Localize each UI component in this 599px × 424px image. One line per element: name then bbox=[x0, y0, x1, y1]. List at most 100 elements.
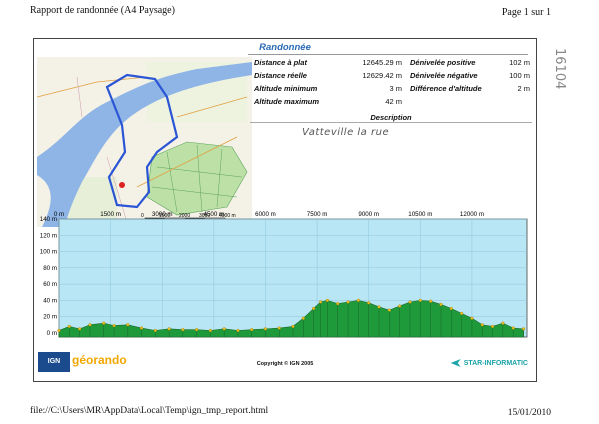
map-scale-2000: 2000 bbox=[179, 213, 190, 219]
stat-value: 42 m bbox=[385, 97, 402, 106]
elevation-point bbox=[78, 327, 82, 331]
report-frame: Randonnée 0 1000 2000 3000 bbox=[33, 38, 537, 382]
elevation-point bbox=[67, 324, 71, 328]
title-divider bbox=[248, 54, 528, 55]
star-informatic-icon bbox=[450, 359, 461, 367]
elevation-point bbox=[522, 327, 526, 331]
stats-row: Altitude minimum 3 m Différence d'altitu… bbox=[250, 84, 532, 94]
elevation-point bbox=[167, 327, 171, 331]
elevation-point bbox=[377, 305, 381, 309]
description-text: Vatteville la rue bbox=[302, 127, 390, 138]
y-tick-label: 0 m bbox=[47, 330, 57, 337]
elevation-point bbox=[195, 328, 199, 332]
stat-label: Distance à plat bbox=[254, 58, 307, 67]
y-tick-label: 40 m bbox=[43, 297, 57, 304]
elevation-profile-chart: 0 m 1500 m 3000 m 4500 m 6000 m 7500 m 9000 m 1… bbox=[40, 211, 528, 338]
elevation-point bbox=[236, 328, 240, 333]
elevation-point bbox=[312, 306, 316, 311]
elevation-point bbox=[511, 326, 515, 330]
stats-row: Distance réelle 12629.42 m Dénivelée nég… bbox=[250, 71, 532, 81]
route-map-svg: 0 1000 2000 3000 4000 m bbox=[37, 57, 252, 227]
y-tick-label: 100 m bbox=[40, 249, 57, 256]
map-scale-1000: 1000 bbox=[159, 213, 170, 219]
elevation-point bbox=[346, 300, 350, 304]
copyright-text: Copyright © IGN 2005 bbox=[256, 361, 314, 367]
elevation-point bbox=[491, 324, 495, 328]
elevation-point bbox=[102, 321, 106, 325]
stat-label: Distance réelle bbox=[254, 71, 307, 80]
x-tick-label: 10500 m bbox=[408, 211, 432, 218]
elevation-point bbox=[57, 328, 61, 333]
stat-value: 2 m bbox=[517, 84, 530, 93]
elevation-point bbox=[429, 299, 433, 303]
elevation-point bbox=[126, 323, 130, 327]
description-title: Description bbox=[370, 113, 412, 122]
y-tick-label: 140 m bbox=[40, 216, 57, 223]
stats-row: Altitude maximum 42 m bbox=[250, 97, 532, 107]
y-tick-label: 60 m bbox=[43, 281, 57, 288]
print-footer-date: 15/01/2010 bbox=[507, 408, 551, 418]
elevation-point bbox=[318, 300, 323, 304]
elevation-point bbox=[277, 326, 281, 330]
star-informatic-label: STAR-INFORMATIC bbox=[463, 359, 528, 367]
elevation-point bbox=[208, 328, 212, 333]
handwritten-side-note: 16104 bbox=[552, 48, 567, 90]
x-tick-label: 1500 m bbox=[100, 211, 121, 218]
x-tick-label: 7500 m bbox=[307, 211, 328, 218]
star-informatic-logo: STAR-INFORMATIC bbox=[450, 359, 528, 367]
stat-label: Différence d'altitude bbox=[410, 84, 482, 93]
elevation-point bbox=[112, 324, 116, 328]
ign-logo: IGN bbox=[38, 352, 70, 372]
map-scale-3000: 3000 bbox=[199, 213, 210, 219]
description-divider bbox=[250, 122, 532, 123]
elevation-point bbox=[153, 328, 157, 333]
y-tick-label: 120 m bbox=[40, 232, 57, 239]
elevation-point bbox=[336, 302, 340, 306]
y-tick-label: 20 m bbox=[43, 314, 57, 321]
elevation-point bbox=[367, 301, 371, 305]
elevation-point bbox=[88, 323, 92, 327]
y-tick-label: 80 m bbox=[43, 265, 57, 272]
stat-value: 3 m bbox=[389, 84, 402, 93]
stat-value: 102 m bbox=[509, 58, 530, 67]
print-header-page: Page 1 sur 1 bbox=[501, 7, 551, 18]
stat-label: Altitude minimum bbox=[254, 84, 318, 93]
stat-value: 12629.42 m bbox=[362, 71, 402, 80]
elevation-point bbox=[439, 302, 443, 306]
elevation-point bbox=[398, 304, 402, 308]
elevation-point bbox=[291, 324, 295, 328]
elevation-point bbox=[140, 326, 144, 330]
elevation-point bbox=[301, 316, 305, 320]
x-tick-label: 12000 m bbox=[460, 211, 484, 218]
elevation-point bbox=[480, 323, 484, 327]
elevation-point bbox=[263, 327, 268, 331]
stat-value: 12645.29 m bbox=[362, 58, 402, 67]
x-tick-label: 3000 m bbox=[152, 211, 173, 218]
x-tick-label: 6000 m bbox=[255, 211, 276, 218]
map-scale-4000: 4000 m bbox=[219, 213, 236, 219]
elevation-point bbox=[460, 311, 464, 315]
stats-row: Distance à plat 12645.29 m Dénivelée pos… bbox=[250, 58, 532, 68]
print-footer-path: file://C:\Users\MR\AppData\Local\Temp\ig… bbox=[30, 406, 269, 416]
elevation-point bbox=[325, 298, 329, 302]
elevation-point bbox=[418, 298, 422, 302]
elevation-point bbox=[387, 308, 391, 312]
georando-logo: géorando bbox=[72, 353, 127, 367]
elevation-point bbox=[449, 306, 453, 311]
stat-value: 100 m bbox=[509, 71, 530, 80]
print-header-title: Rapport de randonnée (A4 Paysage) bbox=[30, 5, 175, 16]
x-tick-label: 9000 m bbox=[358, 211, 379, 218]
x-tick-label: 4500 m bbox=[204, 211, 225, 218]
report-title: Randonnée bbox=[259, 42, 311, 53]
map-scale-0: 0 bbox=[141, 213, 144, 219]
elevation-point bbox=[181, 328, 185, 332]
elevation-point bbox=[250, 328, 254, 332]
route-map: 0 1000 2000 3000 4000 m bbox=[37, 57, 252, 227]
stat-label: Dénivelée négative bbox=[410, 71, 478, 80]
stat-label: Altitude maximum bbox=[254, 97, 320, 106]
elevation-point bbox=[501, 321, 505, 325]
x-tick-label: 0 m bbox=[54, 211, 64, 218]
elevation-point bbox=[222, 327, 226, 331]
elevation-point bbox=[408, 300, 412, 304]
elevation-point bbox=[356, 298, 360, 302]
